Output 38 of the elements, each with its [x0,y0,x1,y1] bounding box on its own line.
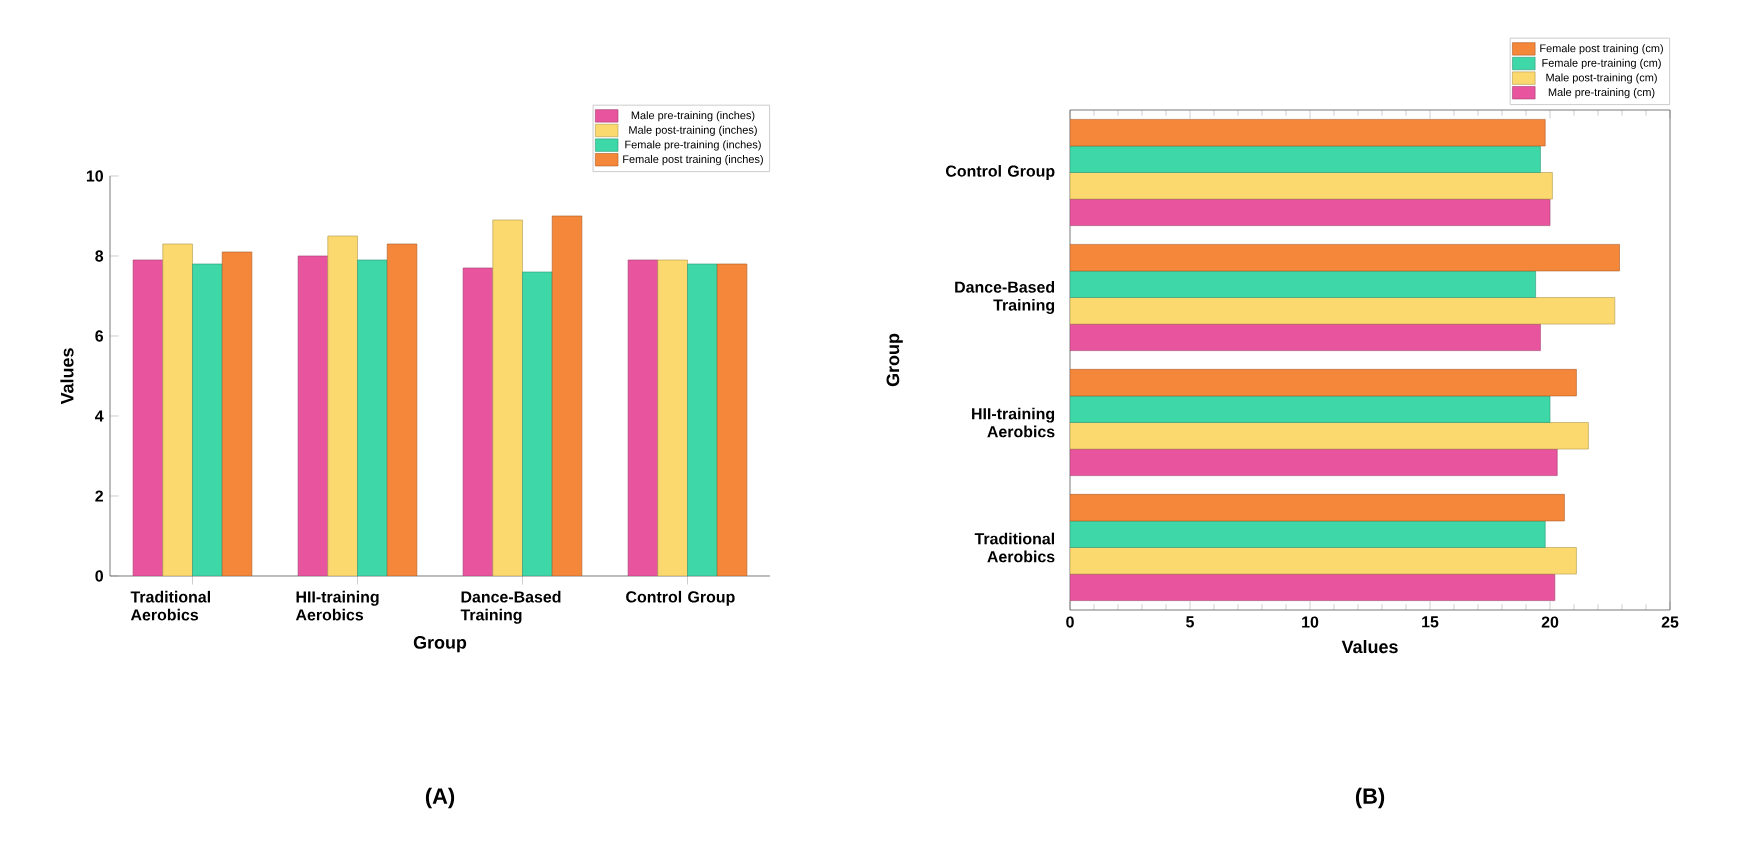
bar [1070,520,1546,548]
bar [687,263,718,576]
bar [1070,119,1546,147]
bar [627,259,659,576]
bar [657,259,688,576]
bar [716,263,748,576]
bar [551,215,583,576]
bar [1070,494,1565,522]
bar [192,263,223,576]
bar [1070,270,1536,298]
bar [327,235,358,576]
bar [357,259,388,576]
y-axis-title: Values [60,348,74,405]
bar [1070,573,1556,601]
bar [221,251,253,576]
bar [1070,244,1620,272]
bar [1070,422,1589,450]
x-axis-title: Values [1341,640,1398,654]
y-axis-title: Group [886,333,903,387]
bar [1070,297,1616,325]
bar [1070,448,1558,476]
bar [1070,395,1551,423]
bar [1070,198,1551,226]
bar [1070,323,1541,351]
bar [1070,547,1577,575]
bar [386,243,418,576]
x-axis-title: Group [413,636,467,653]
bar [462,267,494,576]
text: (B) [1355,787,1385,809]
bar [297,255,329,576]
bar [1070,369,1577,397]
bar [522,271,553,576]
bar [492,219,523,576]
bar [1070,172,1553,200]
bar [132,259,164,576]
bar [1070,145,1541,173]
text: (A) [425,787,455,809]
bar [162,243,193,576]
